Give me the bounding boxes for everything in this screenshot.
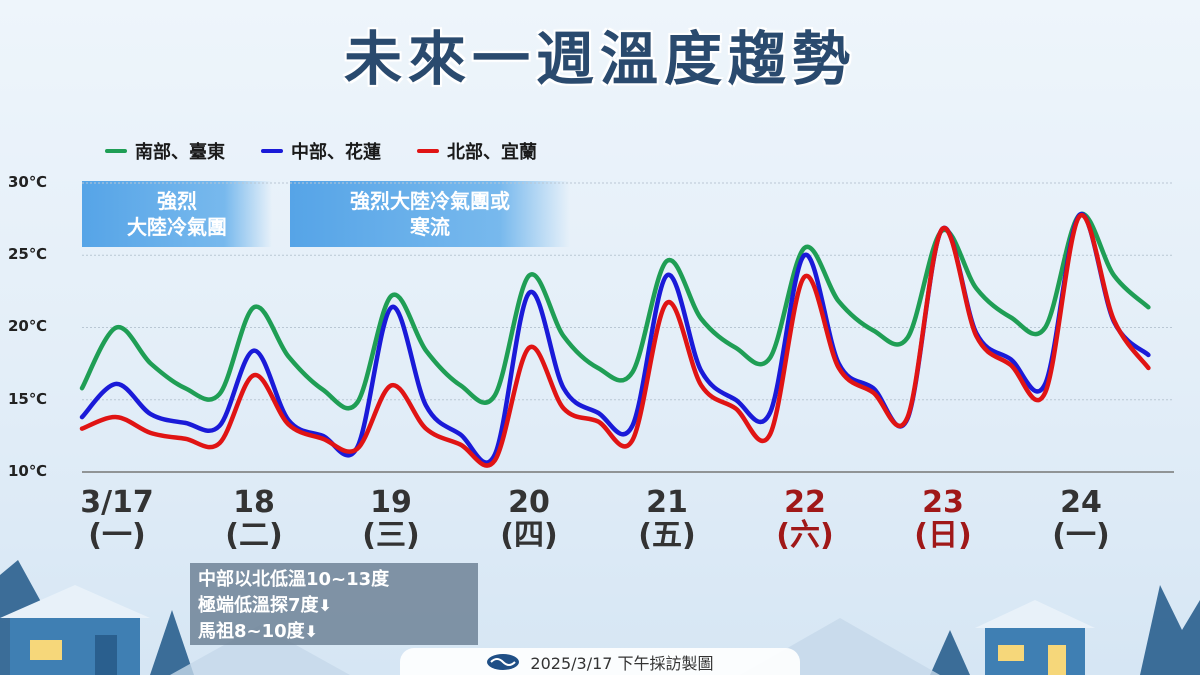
y-tick-label-20: 20℃	[8, 317, 48, 335]
x-weekday-4: (五)	[638, 518, 696, 553]
x-weekday-5: (六)	[776, 518, 834, 553]
x-weekday-1: (二)	[225, 518, 283, 553]
x-date-3: 20	[508, 485, 550, 520]
legend-label-south: 南部、臺東	[135, 142, 225, 163]
x-label-7: 24 (一)	[1021, 486, 1141, 552]
x-label-1: 18 (二)	[194, 486, 314, 552]
house-right-icon	[975, 600, 1095, 675]
band-2-line-2: 寒流	[410, 215, 450, 239]
legend-swatch-south	[105, 149, 127, 153]
x-weekday-7: (一)	[1052, 518, 1110, 553]
note-line-1: 中部以北低溫10~13度	[198, 569, 390, 590]
house-left-icon	[0, 585, 150, 675]
x-date-7: 24	[1060, 485, 1102, 520]
x-date-4: 21	[646, 485, 688, 520]
x-date-1: 18	[233, 485, 275, 520]
note-line-3-row: 馬祖8~10度⬇	[198, 619, 470, 645]
cold-air-band-2: 強烈大陸冷氣團或 寒流	[290, 181, 570, 247]
y-tick-label-10: 10℃	[8, 462, 48, 480]
x-date-0: 3/17	[80, 485, 154, 520]
down-arrow-icon: ⬇	[318, 596, 332, 616]
low-temp-note: 中部以北低溫10~13度 極端低溫探7度⬇ 馬祖8~10度⬇	[190, 563, 478, 645]
band-2-line-1: 強烈大陸冷氣團或	[350, 189, 510, 213]
legend-item-south: 南部、臺東	[105, 138, 225, 164]
x-label-3: 20 (四)	[469, 486, 589, 552]
x-weekday-3: (四)	[500, 518, 558, 553]
band-1-line-1: 強烈	[157, 189, 197, 213]
x-date-6: 23	[922, 485, 964, 520]
cwa-logo-icon	[487, 653, 520, 670]
legend-label-central: 中部、花蓮	[291, 142, 381, 163]
x-weekday-6: (日)	[914, 518, 972, 553]
cold-air-band-1: 強烈 大陸冷氣團	[82, 181, 272, 247]
x-weekday-2: (三)	[362, 518, 420, 553]
x-label-4: 21 (五)	[607, 486, 727, 552]
page-title: 未來一週溫度趨勢	[343, 25, 856, 93]
note-line-3: 馬祖8~10度	[198, 621, 305, 643]
footer-text: 2025/3/17 下午採訪製圖	[530, 653, 714, 673]
x-label-0: 3/17 (一)	[57, 486, 177, 552]
down-arrow-icon: ⬇	[304, 622, 319, 642]
legend-swatch-north	[417, 149, 439, 153]
note-line-2: 極端低溫探7度	[198, 595, 319, 617]
legend-item-north: 北部、宜蘭	[417, 138, 537, 164]
y-tick-label-15: 15℃	[8, 390, 48, 408]
legend-item-central: 中部、花蓮	[261, 138, 381, 164]
band-1-line-2: 大陸冷氣團	[127, 215, 227, 239]
footer-caption: 2025/3/17 下午採訪製圖	[400, 648, 800, 675]
x-label-5: 22 (六)	[745, 486, 865, 552]
x-weekday-0: (一)	[88, 518, 146, 553]
x-label-2: 19 (三)	[331, 486, 451, 552]
y-tick-label-30: 30℃	[8, 173, 48, 191]
legend-swatch-central	[261, 149, 283, 153]
y-tick-label-25: 25℃	[8, 245, 48, 263]
series-line-south	[79, 211, 1151, 411]
series-line-north	[79, 213, 1151, 468]
note-line-2-row: 極端低溫探7度⬇	[198, 593, 470, 619]
x-label-6: 23 (日)	[883, 486, 1003, 552]
x-date-5: 22	[784, 485, 826, 520]
x-date-2: 19	[370, 485, 412, 520]
legend: 南部、臺東 中部、花蓮 北部、宜蘭	[105, 138, 537, 164]
legend-label-north: 北部、宜蘭	[447, 142, 537, 163]
